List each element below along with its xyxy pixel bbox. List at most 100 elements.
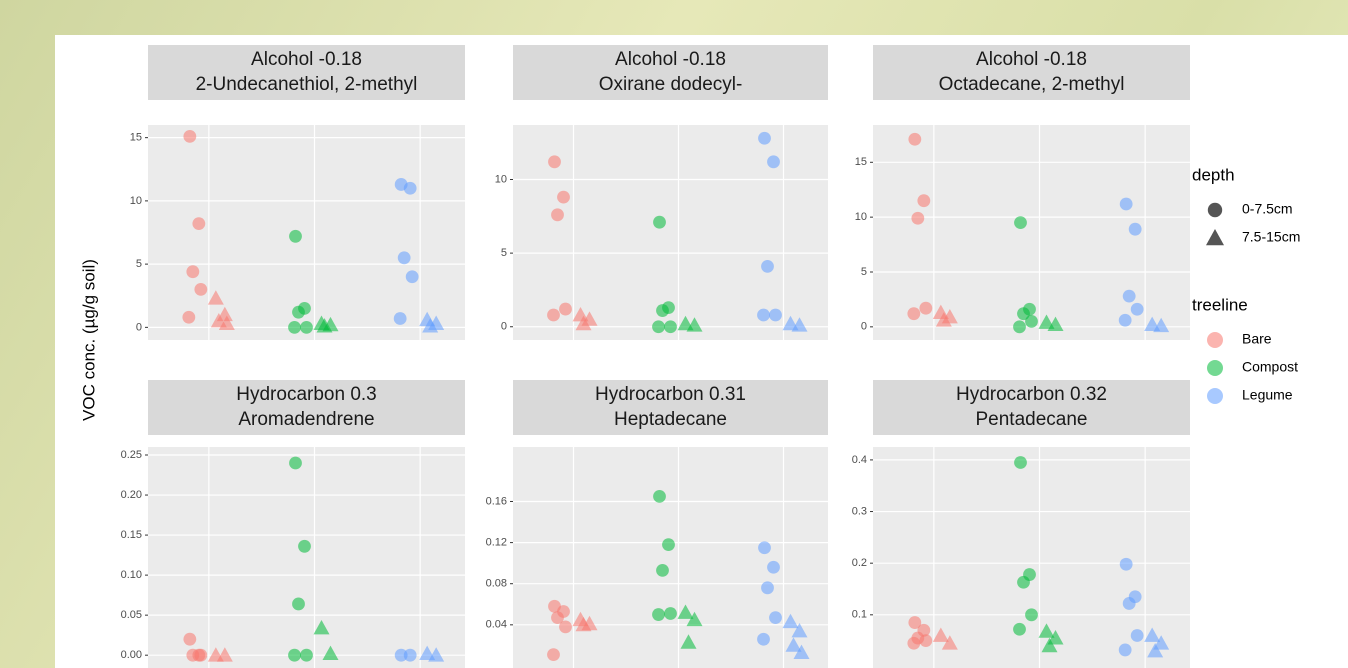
strip-title: Alcohol -0.18 [251,49,362,70]
y-tick-label: 0.08 [486,578,507,590]
legend-key [1207,332,1223,348]
point [653,490,666,503]
point [547,309,560,322]
point [652,320,665,333]
legend-key [1207,388,1223,404]
y-tick-label: 0 [861,321,867,333]
panel [148,447,465,668]
point [919,302,932,315]
point [656,304,669,317]
y-tick-label: 0 [501,321,507,333]
strip-subtitle: 2-Undecanethiol, 2-methyl [196,74,418,95]
point [194,649,207,662]
point [1017,576,1030,589]
strip-title: Hydrocarbon 0.32 [956,384,1107,405]
y-tick-label: 5 [136,258,142,270]
point [1013,320,1026,333]
point [404,649,417,662]
y-tick-label: 10 [855,211,867,223]
point [406,270,419,283]
point [1120,558,1133,571]
point [183,633,196,646]
legend-key [1207,360,1223,376]
y-tick-label: 0.05 [121,609,142,621]
point [559,303,572,316]
point [292,598,305,611]
y-tick-label: 10 [130,195,142,207]
strip-title: Hydrocarbon 0.3 [236,384,376,405]
point [183,130,196,143]
point [1119,644,1132,657]
y-tick-label: 0.4 [852,454,867,466]
panel [513,447,828,668]
point [907,307,920,320]
point [653,216,666,229]
point [557,191,570,204]
legend-label: 0-7.5cm [1242,201,1293,217]
point [919,634,932,647]
strip-title: Hydrocarbon 0.31 [595,384,746,405]
point [664,607,677,620]
point [289,230,302,243]
point [292,306,305,319]
point [1014,216,1027,229]
point [767,155,780,168]
point [1129,223,1142,236]
y-tick-label: 0.1 [852,609,867,621]
point [1014,456,1027,469]
point [300,321,313,334]
chart: VOC conc. (µg/g soil) depth treeline Alc… [0,0,1348,668]
point [758,132,771,145]
y-tick-label: 0.15 [121,529,142,541]
y-tick-label: 0.25 [121,449,142,461]
point [548,155,561,168]
point [394,312,407,325]
strip-subtitle: Octadecane, 2-methyl [939,74,1125,95]
legend-label: Legume [1242,387,1293,403]
point [761,581,774,594]
point [769,611,782,624]
strip-title: Alcohol -0.18 [976,49,1087,70]
point [551,208,564,221]
point [1131,629,1144,642]
point [288,649,301,662]
point [559,620,572,633]
point [662,538,675,551]
point [289,457,302,470]
y-tick-label: 10 [495,173,507,185]
strip-subtitle: Oxirane dodecyl- [599,74,743,95]
point [1025,315,1038,328]
y-tick-label: 5 [861,266,867,278]
strip-subtitle: Pentadecane [976,409,1088,430]
point [298,540,311,553]
y-tick-label: 5 [501,247,507,259]
point [300,649,313,662]
point [664,320,677,333]
y-tick-label: 0.2 [852,557,867,569]
y-tick-label: 15 [130,132,142,144]
point [1123,597,1136,610]
point [911,212,924,225]
point [398,251,411,264]
point [917,194,930,207]
legend-label: 7.5-15cm [1242,229,1300,245]
point [907,637,920,650]
point [288,321,301,334]
legend-title: treeline [1192,295,1248,314]
point [1131,303,1144,316]
point [1123,290,1136,303]
point [194,283,207,296]
point [1025,608,1038,621]
point [767,561,780,574]
page: {"y_label": "VOC conc. (µg/g soil)", "le… [0,0,1348,668]
point [757,309,770,322]
y-tick-label: 0.20 [121,489,142,501]
strip-title: Alcohol -0.18 [615,49,726,70]
point [757,633,770,646]
y-tick-label: 0 [136,321,142,333]
point [908,133,921,146]
legend-label: Bare [1242,331,1272,347]
point [192,217,205,230]
point [186,265,199,278]
point [404,182,417,195]
